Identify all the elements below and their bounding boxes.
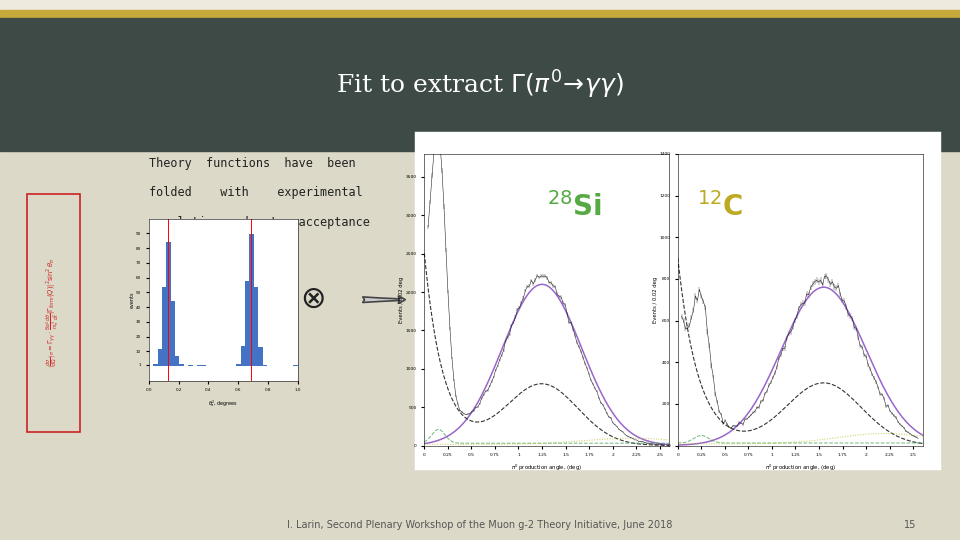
Bar <box>293 364 298 366</box>
X-axis label: $\theta_\pi^2$, degrees: $\theta_\pi^2$, degrees <box>208 398 238 409</box>
Y-axis label: Events / 0.02 deg: Events / 0.02 deg <box>653 276 658 323</box>
Bar <box>258 347 263 366</box>
Bar <box>154 363 157 366</box>
Bar <box>157 349 162 366</box>
Text: $\left(\frac{d\sigma}{d\Omega}\right)_{\pi} = \Gamma_{\gamma\gamma} \cdot \frac{: $\left(\frac{d\sigma}{d\Omega}\right)_{\… <box>44 258 62 368</box>
Bar <box>0 151 960 540</box>
Bar <box>0 18 960 151</box>
Text: I. Larin, Second Plenary Workshop of the Muon g-2 Theory Initiative, June 2018: I. Larin, Second Plenary Workshop of the… <box>287 520 673 530</box>
Y-axis label: Events / 0.02 deg: Events / 0.02 deg <box>399 276 404 323</box>
Bar <box>250 234 253 366</box>
Bar <box>263 365 267 366</box>
Bar <box>27 194 80 432</box>
Bar <box>245 281 250 366</box>
Bar <box>241 346 245 366</box>
Bar <box>175 356 180 366</box>
Text: resolution and setup acceptance: resolution and setup acceptance <box>149 216 370 229</box>
Bar <box>162 287 166 366</box>
Text: Fit to extract $\Gamma(\pi^0\!\rightarrow\!\gamma\gamma)$: Fit to extract $\Gamma(\pi^0\!\rightarro… <box>336 69 624 100</box>
Y-axis label: events: events <box>130 292 134 308</box>
Bar <box>202 365 205 366</box>
X-axis label: $\pi^0$ production angle, (deg): $\pi^0$ production angle, (deg) <box>512 463 582 473</box>
Text: folded    with    experimental: folded with experimental <box>149 186 363 199</box>
Bar <box>197 364 202 366</box>
Bar <box>415 132 941 470</box>
Bar <box>0 10 960 18</box>
Text: $^{28}$Si: $^{28}$Si <box>547 192 602 222</box>
Bar <box>236 363 241 366</box>
Bar <box>171 301 175 366</box>
Text: 15: 15 <box>904 520 917 530</box>
X-axis label: $\pi^0$ production angle, (deg): $\pi^0$ production angle, (deg) <box>765 463 835 473</box>
Bar <box>166 242 171 366</box>
Text: $^{12}$C: $^{12}$C <box>697 192 744 222</box>
Bar <box>253 287 258 366</box>
Text: $\otimes$: $\otimes$ <box>300 285 324 314</box>
Bar <box>0 0 960 10</box>
Text: Theory  functions  have  been: Theory functions have been <box>149 157 355 170</box>
Bar <box>180 364 183 366</box>
Text: to fit the data: to fit the data <box>149 246 255 259</box>
